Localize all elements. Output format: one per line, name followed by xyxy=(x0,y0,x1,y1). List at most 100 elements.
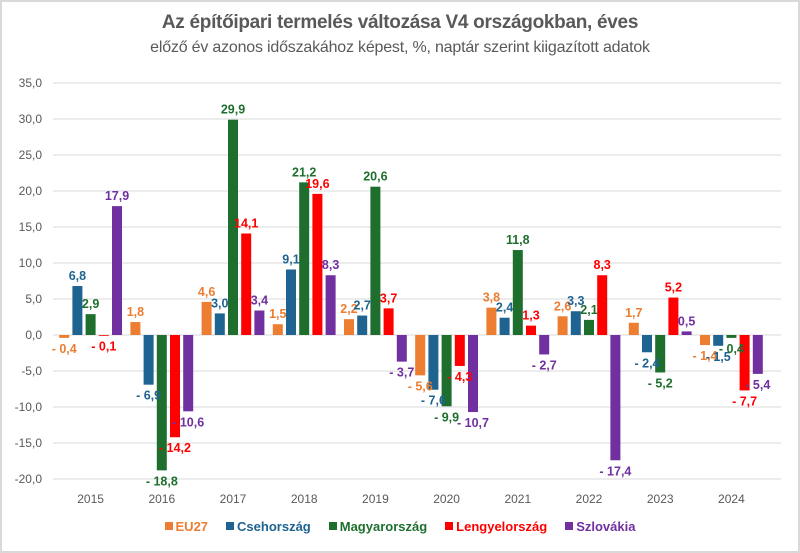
bar-magyarország-2023 xyxy=(655,335,666,373)
data-label: 2,2 xyxy=(340,302,357,316)
legend-swatch xyxy=(565,522,574,530)
y-tick-label: 30,0 xyxy=(19,112,43,126)
y-tick-label: -20,0 xyxy=(15,472,43,486)
data-label: - 0,4 xyxy=(719,342,744,356)
bar-csehország-2021 xyxy=(499,317,510,335)
data-label: - 0,4 xyxy=(52,342,77,356)
data-label: 8,3 xyxy=(322,258,339,272)
legend-label: Magyarország xyxy=(339,519,428,534)
data-label: 3,3 xyxy=(567,294,584,308)
legend-swatch xyxy=(164,522,173,530)
data-label: - 17,4 xyxy=(599,464,631,478)
data-label: 29,9 xyxy=(221,103,245,117)
bar-csehország-2022 xyxy=(570,311,581,335)
legend-label: Csehország xyxy=(237,519,311,534)
data-label: - 6,9 xyxy=(136,389,161,403)
data-label: 6,8 xyxy=(69,269,86,283)
bar-szlovákia-2023 xyxy=(681,331,692,335)
chart-title: Az építőipari termelés változása V4 orsz… xyxy=(161,12,639,33)
bar-magyarország-2018 xyxy=(299,182,310,335)
x-tick-label: 2022 xyxy=(576,492,603,506)
data-label: 3,8 xyxy=(483,291,500,305)
data-label: 2,7 xyxy=(354,299,371,313)
x-tick-label: 2023 xyxy=(647,492,674,506)
data-label: - 1,4 xyxy=(692,349,717,363)
bar-magyarország-2022 xyxy=(584,319,594,335)
data-label: 19,6 xyxy=(305,177,329,191)
legend-swatch xyxy=(328,522,337,530)
y-tick-label: -5,0 xyxy=(21,364,42,378)
data-label: - 10,7 xyxy=(457,416,489,430)
y-tick-label: -15,0 xyxy=(15,436,43,450)
x-tick-label: 2019 xyxy=(362,492,389,506)
y-tick-label: 5,0 xyxy=(25,292,42,306)
bar-csehország-2016 xyxy=(143,335,154,385)
bar-szlovákia-2015 xyxy=(112,206,122,335)
y-tick-label: -10,0 xyxy=(15,400,43,414)
bar-magyarország-2015 xyxy=(85,314,96,335)
legend-swatch xyxy=(226,522,235,530)
x-tick-label: 2015 xyxy=(77,492,104,506)
bar-magyarország-2020 xyxy=(441,335,452,407)
bar-lengyelország-2024 xyxy=(739,335,750,391)
bar-csehország-2024 xyxy=(713,335,724,346)
bar-eu27-2018 xyxy=(272,324,283,335)
bar-szlovákia-2019 xyxy=(396,335,407,362)
legend-swatch xyxy=(445,522,454,530)
bar-szlovákia-2022 xyxy=(610,335,621,461)
data-label: 5,2 xyxy=(665,281,682,295)
bar-csehország-2023 xyxy=(642,335,652,353)
data-label: 1,5 xyxy=(269,307,286,321)
bar-eu27-2020 xyxy=(415,335,426,376)
data-label: 2,1 xyxy=(580,303,597,317)
x-tick-label: 2024 xyxy=(718,492,745,506)
legend-item-magyarország: Magyarország xyxy=(328,519,428,534)
data-label: 1,3 xyxy=(522,309,539,323)
bar-csehország-2015 xyxy=(72,286,83,335)
data-label: - 9,9 xyxy=(434,410,459,424)
data-label: 3,4 xyxy=(251,294,268,308)
bar-magyarország-2024 xyxy=(726,335,737,338)
bar-eu27-2023 xyxy=(628,322,639,335)
data-label: - 5,6 xyxy=(408,379,433,393)
data-label: 3,0 xyxy=(211,296,228,310)
bar-lengyelország-2020 xyxy=(454,335,465,366)
bar-eu27-2016 xyxy=(130,322,141,335)
data-label: - 7,7 xyxy=(732,394,757,408)
x-tick-label: 2018 xyxy=(291,492,318,506)
bar-eu27-2017 xyxy=(201,301,212,335)
y-tick-label: 25,0 xyxy=(19,148,43,162)
data-label: - 2,7 xyxy=(532,358,557,372)
bar-szlovákia-2016 xyxy=(183,335,194,412)
legend-label: Lengyelország xyxy=(456,519,548,534)
y-axis-labels: 35,0 30,0 25,0 20,0 15,0 10,0 5,0 0,0 -5,0 -10,0 -… xyxy=(15,76,43,486)
data-labels: - 0,4 6,8 2,9 - 0,1 17,9 1,8 - 6,9 - 18,8 - 14,2… xyxy=(52,103,771,489)
bar-csehország-2017 xyxy=(214,313,225,335)
legend-item-lengyelország: Lengyelország xyxy=(445,519,547,534)
data-label: - 0,1 xyxy=(91,340,116,354)
chart-subtitle: előző év azonos időszakához képest, %, n… xyxy=(150,39,650,56)
data-label: 2,9 xyxy=(82,297,99,311)
bar-magyarország-2016 xyxy=(156,335,167,471)
x-axis-labels: 2015 2016 2017 2018 2019 2020 2021 2022 2023 2024 xyxy=(77,492,745,506)
bar-lengyelország-2018 xyxy=(312,193,323,335)
bar-csehország-2020 xyxy=(428,335,439,390)
bar-lengyelország-2021 xyxy=(526,325,536,335)
bar-szlovákia-2021 xyxy=(539,335,550,355)
data-label: - 1,5 xyxy=(706,350,731,364)
data-label: 1,8 xyxy=(127,305,144,319)
legend-item-szlovákia: Szlovákia xyxy=(565,519,635,534)
x-tick-label: 2017 xyxy=(220,492,247,506)
data-label: - 10,6 xyxy=(172,415,204,429)
data-label: 0,5 xyxy=(678,314,695,328)
bar-lengyelország-2022 xyxy=(597,275,608,335)
bar-eu27-2015 xyxy=(59,335,70,338)
y-tick-label: 10,0 xyxy=(19,256,43,270)
data-label: - 5,2 xyxy=(648,376,673,390)
data-label: 2,4 xyxy=(496,301,513,315)
y-tick-label: 0,0 xyxy=(25,328,42,342)
x-tick-label: 2020 xyxy=(433,492,460,506)
x-tick-label: 2016 xyxy=(148,492,175,506)
